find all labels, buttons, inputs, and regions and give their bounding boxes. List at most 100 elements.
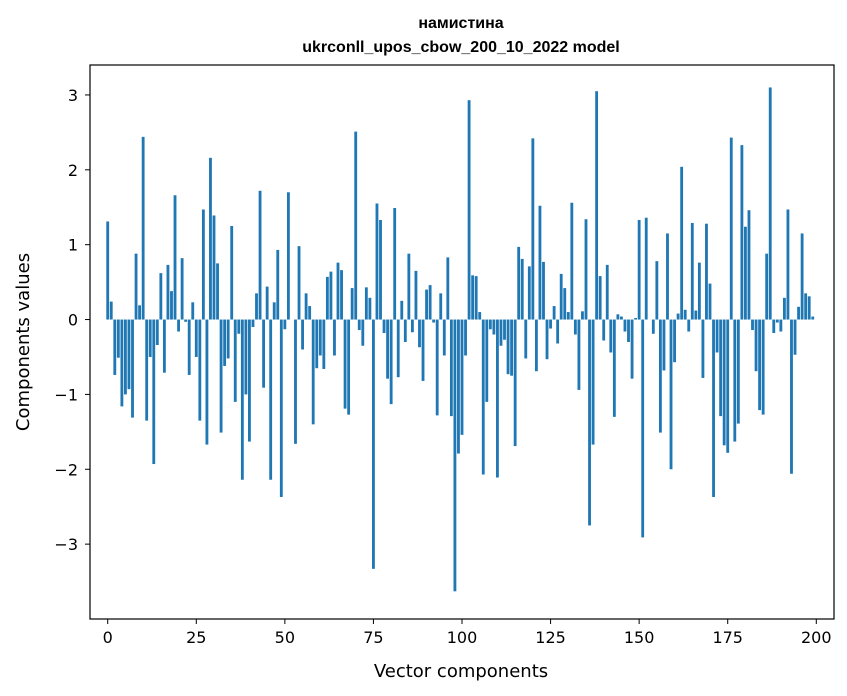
bar bbox=[694, 310, 698, 320]
bar bbox=[729, 137, 733, 320]
bar bbox=[418, 319, 421, 348]
bar bbox=[712, 319, 715, 497]
bar bbox=[666, 233, 669, 320]
bar bbox=[336, 262, 340, 320]
bar bbox=[492, 319, 496, 335]
bar bbox=[439, 293, 443, 320]
bar bbox=[343, 319, 347, 409]
bar bbox=[531, 138, 535, 320]
bar bbox=[258, 190, 262, 320]
bar bbox=[786, 209, 790, 320]
bar bbox=[453, 319, 457, 592]
bar bbox=[761, 319, 765, 415]
bar bbox=[357, 319, 361, 331]
bar bbox=[630, 319, 634, 379]
bar bbox=[503, 319, 506, 340]
bar bbox=[191, 302, 195, 320]
bar bbox=[283, 319, 287, 330]
bar bbox=[464, 319, 467, 356]
bar bbox=[286, 192, 290, 320]
x-tick-label: 200 bbox=[801, 628, 832, 647]
x-tick-label: 125 bbox=[535, 628, 566, 647]
bar bbox=[641, 319, 645, 538]
bar bbox=[233, 319, 237, 402]
bar bbox=[740, 145, 744, 320]
bar bbox=[209, 157, 212, 320]
bar bbox=[301, 319, 304, 350]
bar bbox=[407, 253, 411, 320]
bar bbox=[488, 319, 492, 330]
bar bbox=[542, 261, 545, 320]
bar bbox=[772, 319, 776, 334]
bar bbox=[170, 291, 173, 320]
bar bbox=[747, 210, 751, 320]
bar bbox=[382, 319, 386, 334]
bar bbox=[297, 246, 301, 320]
bar bbox=[375, 203, 379, 320]
bar bbox=[379, 219, 382, 320]
bar bbox=[669, 319, 673, 470]
y-tick-label: −3 bbox=[54, 535, 78, 554]
x-tick-label: 0 bbox=[103, 628, 113, 647]
bar bbox=[701, 319, 705, 378]
bar bbox=[272, 302, 276, 320]
bar bbox=[584, 219, 588, 320]
bar bbox=[726, 319, 730, 453]
bar bbox=[658, 319, 662, 433]
bar bbox=[719, 319, 723, 417]
bar bbox=[428, 285, 432, 320]
bar bbox=[775, 319, 779, 323]
y-tick-label: 1 bbox=[68, 236, 78, 255]
bar bbox=[116, 319, 120, 358]
bar bbox=[435, 319, 439, 416]
bar bbox=[304, 293, 308, 320]
bar bbox=[765, 253, 769, 320]
bar bbox=[744, 226, 747, 320]
bar bbox=[389, 319, 393, 405]
bar bbox=[634, 318, 638, 320]
bar bbox=[736, 319, 740, 424]
bar bbox=[595, 91, 599, 320]
x-tick-label: 150 bbox=[624, 628, 655, 647]
x-tick-label: 175 bbox=[712, 628, 743, 647]
bar bbox=[510, 319, 514, 376]
bar bbox=[708, 283, 712, 320]
bar bbox=[545, 319, 549, 360]
bar bbox=[570, 202, 574, 320]
bar bbox=[581, 311, 584, 320]
bar bbox=[623, 319, 627, 332]
bar bbox=[690, 222, 694, 320]
x-axis-label: Vector components bbox=[374, 661, 548, 682]
y-axis-ticks: −3 −2 −1 0 1 2 3 bbox=[54, 86, 90, 554]
bar bbox=[368, 297, 372, 320]
bar bbox=[722, 319, 726, 446]
bar bbox=[534, 319, 538, 372]
bar bbox=[460, 319, 464, 435]
bar bbox=[598, 276, 602, 320]
x-tick-label: 25 bbox=[186, 628, 206, 647]
y-tick-label: 3 bbox=[68, 86, 78, 105]
bar bbox=[520, 258, 524, 320]
bar bbox=[364, 287, 368, 320]
bar bbox=[318, 319, 322, 356]
bar bbox=[793, 319, 797, 355]
bar bbox=[201, 209, 205, 320]
bar bbox=[768, 87, 772, 320]
y-tick-label: −2 bbox=[54, 460, 78, 479]
bar bbox=[393, 207, 397, 320]
bar bbox=[627, 319, 630, 342]
bar bbox=[680, 166, 684, 320]
bar bbox=[194, 319, 198, 357]
bar bbox=[715, 319, 719, 353]
bar bbox=[279, 319, 283, 497]
bar bbox=[265, 286, 269, 320]
bar bbox=[751, 319, 754, 331]
x-axis-ticks: 0 25 50 75 100 125 150 175 200 bbox=[103, 619, 832, 647]
bar bbox=[198, 319, 202, 421]
bar bbox=[563, 288, 567, 320]
bar bbox=[120, 319, 124, 407]
bar bbox=[145, 319, 149, 421]
bar bbox=[141, 136, 145, 320]
bar bbox=[354, 131, 358, 320]
bar bbox=[173, 195, 177, 320]
